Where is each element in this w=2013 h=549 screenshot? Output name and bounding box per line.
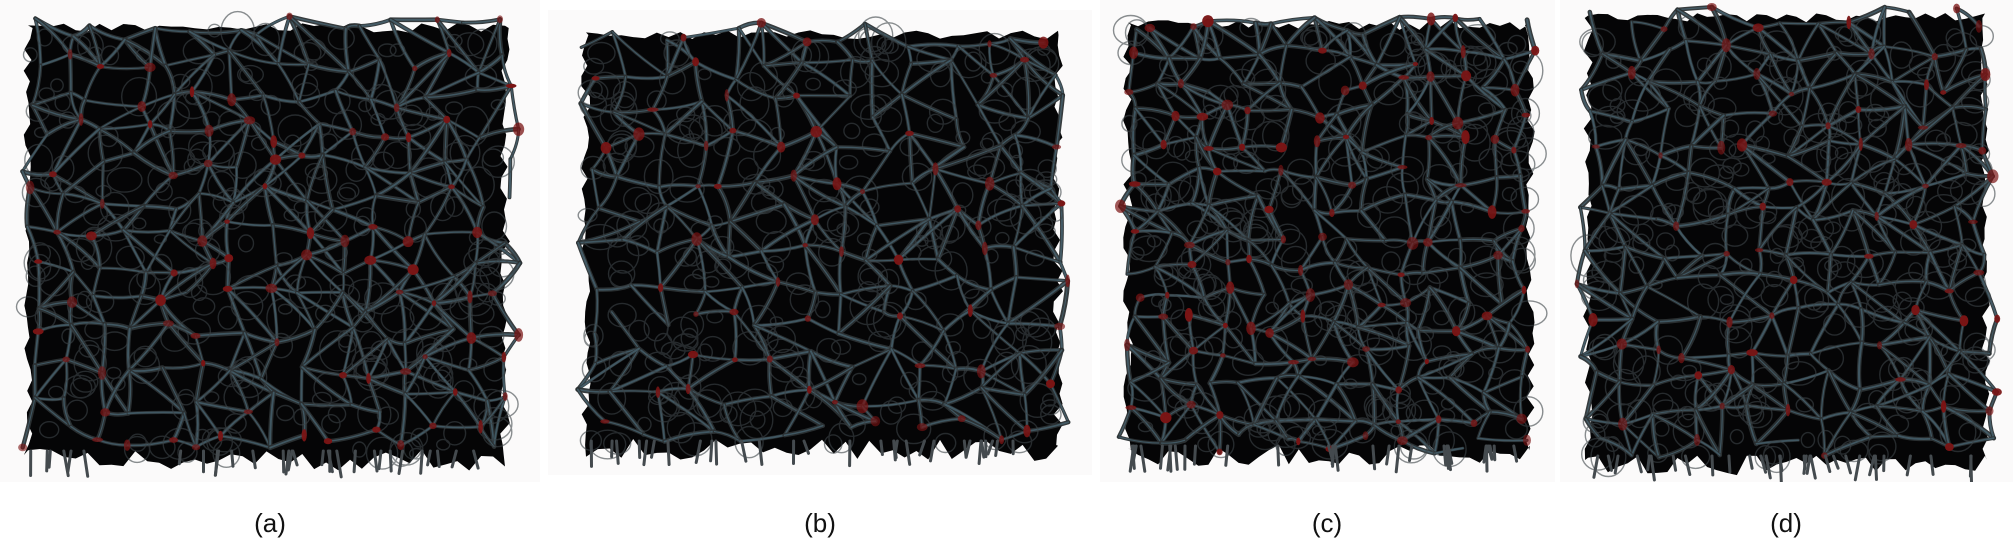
foam-render-b [575,16,1071,468]
foam-body [15,10,525,479]
foam-body [575,16,1071,468]
caption-a: (a) [254,508,286,538]
caption-c: (c) [1311,508,1343,538]
panel-a-image [0,0,540,482]
panel-c-image [1100,0,1555,482]
caption-d: (d) [1770,508,1802,538]
panel-b-image [548,10,1092,475]
foam-body [1570,3,2002,482]
foam-render-d [1570,3,2002,482]
panel-d-image [1560,0,2013,482]
foam-render-a [15,10,525,479]
foam-body [1112,12,1548,474]
foam-render-c [1112,12,1548,474]
caption-b: (b) [804,508,836,538]
